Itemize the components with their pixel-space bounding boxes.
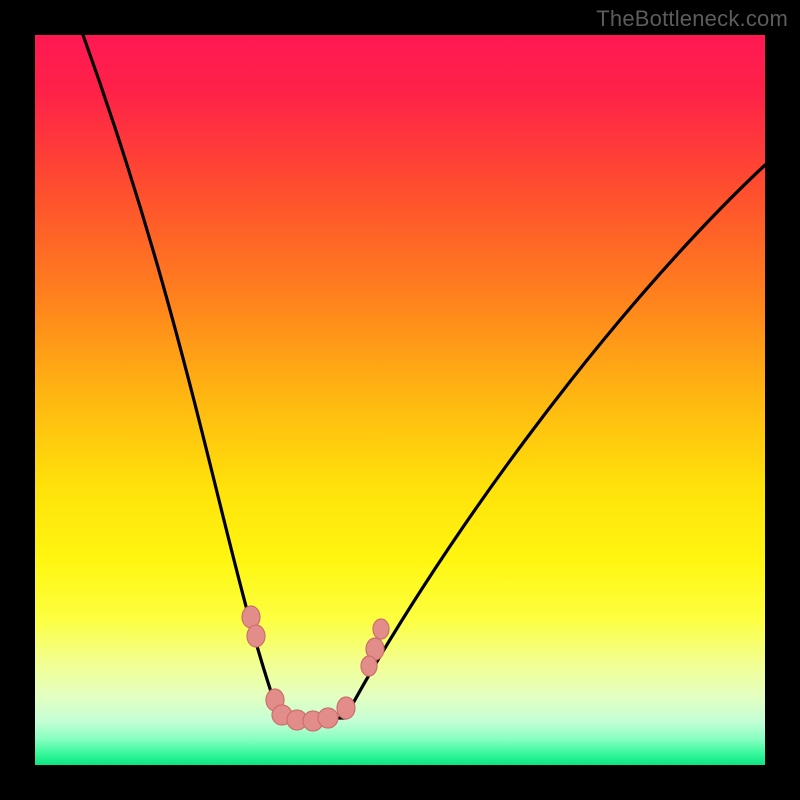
marker-point xyxy=(337,697,355,719)
marker-point xyxy=(361,656,377,676)
marker-point xyxy=(247,625,265,647)
bottleneck-curve-path xyxy=(83,35,765,718)
plot-area xyxy=(35,35,765,765)
watermark-text: TheBottleneck.com xyxy=(596,6,788,32)
chart-overlay-svg xyxy=(35,35,765,765)
marker-point xyxy=(318,708,338,728)
marker-point xyxy=(373,619,389,639)
